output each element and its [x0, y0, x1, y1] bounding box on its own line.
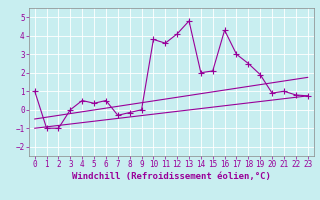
X-axis label: Windchill (Refroidissement éolien,°C): Windchill (Refroidissement éolien,°C) [72, 172, 271, 181]
